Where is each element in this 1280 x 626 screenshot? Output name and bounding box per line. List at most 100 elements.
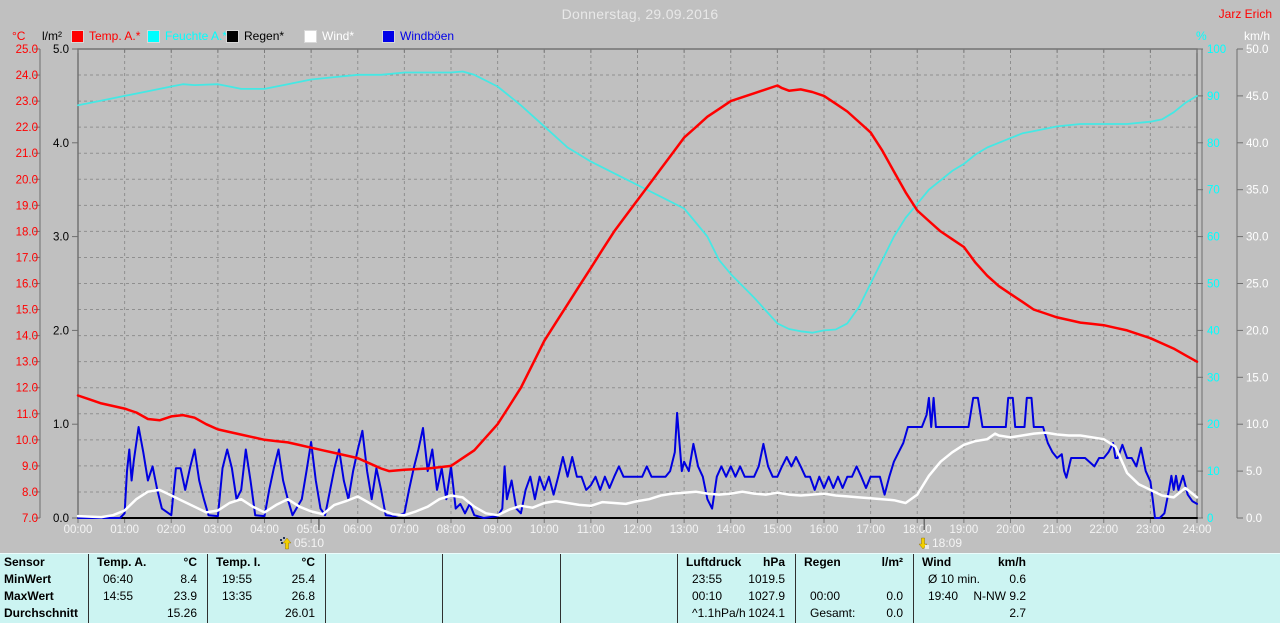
page-title: Donnerstag, 29.09.2016	[561, 6, 719, 22]
wind-axis-label: 30.0	[1246, 232, 1268, 244]
cell-time	[443, 588, 550, 605]
table-cell-row: 00:00 0.0	[796, 588, 913, 605]
cell-time: Ø 10 min.	[928, 572, 981, 586]
cell-time: 00:00	[810, 589, 841, 603]
cell-time	[914, 605, 1009, 622]
cell-value: 23.9	[173, 589, 197, 603]
x-axis-label: 05:00	[297, 524, 326, 536]
humidity-axis-label: 80	[1207, 138, 1220, 150]
table-row-labels: Sensor MinWert MaxWert Durchschnitt	[0, 554, 88, 623]
cell-value: 1027.9	[748, 589, 785, 603]
sunrise-time: 05:10	[294, 536, 325, 550]
x-axis-label: 10:00	[530, 524, 559, 536]
x-axis-label: 13:00	[670, 524, 699, 536]
cell-value	[667, 571, 677, 588]
cell-value: 26.01	[284, 606, 315, 620]
cell-time	[443, 571, 550, 588]
x-axis-label: 14:00	[716, 524, 745, 536]
temp-axis-label: 11.0	[16, 409, 38, 421]
table-cell-row	[326, 588, 442, 605]
sunset-marker: 18:09	[918, 536, 962, 550]
temp-axis-label: 20.0	[16, 174, 38, 186]
table-col-header: Temp. A. °C	[89, 554, 207, 571]
cell-value: km/h	[997, 555, 1026, 569]
table-cell-row: 14:55 23.9	[89, 588, 207, 605]
table-cell-row: 13:35 26.8	[208, 588, 325, 605]
humidity-axis-label: 90	[1207, 91, 1220, 103]
cell-value	[903, 571, 913, 588]
cell-value: 0.0	[886, 606, 903, 620]
x-axis-label: 24:00	[1183, 524, 1212, 536]
table-cell-row	[443, 571, 560, 588]
table-cell-row	[561, 605, 677, 622]
table-cell-row	[443, 588, 560, 605]
x-axis-label: 22:00	[1089, 524, 1118, 536]
temp-axis-label: 16.0	[16, 279, 38, 291]
rain-axis-label: 4.0	[53, 138, 69, 150]
cell-value: l/m²	[881, 555, 903, 569]
cell-time	[326, 605, 432, 622]
table-cell-row: 15.26	[89, 605, 207, 622]
cell-value: 25.4	[291, 572, 315, 586]
humidity-axis-label: 10	[1207, 466, 1220, 478]
y-axis-unit-humidity: %	[1196, 29, 1207, 43]
table-cell-row: 19:55 25.4	[208, 571, 325, 588]
cell-time: Luftdruck	[686, 555, 742, 569]
table-cell-row	[796, 571, 913, 588]
cell-time: Regen	[804, 555, 841, 569]
legend-item-temp-outdoor: Temp. A.*	[71, 29, 140, 43]
cell-time	[561, 605, 667, 622]
x-axis-label: 18:00	[903, 524, 932, 536]
temp-axis-label: 18.0	[16, 226, 38, 238]
cell-value: 26.8	[291, 589, 315, 603]
legend-item-wind: Wind*	[304, 29, 354, 43]
wind-axis-label: 50.0	[1246, 44, 1268, 56]
table-col-header	[443, 554, 560, 571]
table-cell-row: 26.01	[208, 605, 325, 622]
legend-item-rain: Regen*	[226, 29, 284, 43]
cell-value	[550, 571, 560, 588]
wind-axis-label: 10.0	[1246, 419, 1268, 431]
cell-value	[432, 605, 442, 622]
cell-value	[432, 571, 442, 588]
x-axis-label: 07:00	[390, 524, 419, 536]
temp-axis-label: 12.0	[16, 383, 38, 395]
weather-chart: 25.0 24.0 23.0 22.0 21.0 20.0 19.0 18.0 17.0 16.0…	[16, 44, 1269, 536]
wind-axis-label: 15.0	[1246, 372, 1268, 384]
table-cell-row: 06:40 8.4	[89, 571, 207, 588]
x-axis-label: 06:00	[343, 524, 372, 536]
rain-axis-label: 0.0	[53, 513, 69, 525]
x-axis-label: 04:00	[250, 524, 279, 536]
cell-value	[550, 605, 560, 622]
cell-value: 1019.5	[748, 572, 785, 586]
wind-axis-label: 25.0	[1246, 279, 1268, 291]
x-axis-label: 11:00	[577, 524, 605, 536]
table-col-header	[561, 554, 677, 571]
table-col-temp-a-: Temp. A. °C 06:40 8.4 14:55 23.9 15.26	[88, 554, 207, 623]
legend-label-rain: Regen*	[244, 29, 285, 43]
x-axis-label: 12:00	[623, 524, 652, 536]
table-col-header	[326, 554, 442, 571]
cell-time	[326, 571, 432, 588]
humidity-axis-label: 60	[1207, 232, 1220, 244]
cell-time: Temp. I.	[216, 555, 261, 569]
cell-time	[796, 571, 903, 588]
cell-time	[443, 554, 550, 571]
table-cell-row	[326, 571, 442, 588]
legend-label-wind-gusts: Windböen	[400, 29, 455, 43]
legend: Temp. A.* Feuchte A.* Regen* Wind* Windböen	[0, 29, 1190, 45]
rain-axis-label: 2.0	[53, 325, 69, 337]
watermark-username: Jarz Erich	[1218, 7, 1272, 21]
humidity-axis-label: 70	[1207, 185, 1220, 197]
table-col-empty	[325, 554, 442, 623]
x-axis-label: 02:00	[157, 524, 186, 536]
x-axis-label: 17:00	[856, 524, 885, 536]
wind-axis-label: 35.0	[1246, 185, 1268, 197]
cell-time: 19:40	[928, 589, 959, 603]
row-label: MaxWert	[4, 589, 54, 603]
cell-value: 0.0	[886, 589, 903, 603]
y-axis-unit-temp: °C	[12, 29, 26, 43]
cell-value: 15.26	[166, 606, 197, 620]
cell-value	[550, 554, 560, 571]
cell-value	[432, 554, 442, 571]
